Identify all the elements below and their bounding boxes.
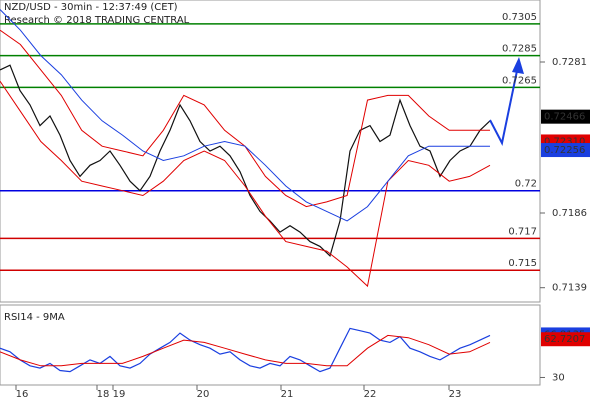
- chart-title: NZD/USD - 30min - 12:37:49 (CET): [4, 2, 178, 13]
- price-marker-label: 0.72310: [544, 136, 585, 147]
- x-tick-label: 23: [449, 389, 462, 400]
- series-line: [0, 9, 490, 222]
- x-tick-label: 19: [113, 389, 126, 400]
- y-tick-label: 0.7281: [552, 57, 587, 68]
- rsi-panel: [0, 304, 541, 386]
- level-label: 0.715: [508, 258, 537, 269]
- price-marker-label: 0.72256: [544, 145, 585, 156]
- rsi-title: RSI14 - 9MA: [4, 312, 65, 323]
- x-tick-label: 16: [16, 389, 29, 400]
- price-marker-label: 62.7207: [544, 334, 585, 345]
- x-tick-label: 18: [97, 389, 110, 400]
- series-line: [0, 80, 491, 288]
- level-label: 0.7265: [502, 75, 537, 86]
- level-label: 0.7305: [502, 12, 537, 23]
- x-tick-label: 21: [281, 389, 294, 400]
- price-marker: [541, 109, 590, 124]
- price-marker: [541, 143, 590, 158]
- level-label: 0.717: [508, 226, 537, 237]
- series-line: [0, 327, 491, 373]
- series-line: [0, 334, 491, 367]
- level-label: 0.72: [515, 179, 537, 190]
- y-tick-label: 30: [552, 372, 565, 383]
- price-marker: [541, 332, 590, 347]
- price-panel: [0, 0, 541, 303]
- chart-subtitle: Research © 2018 TRADING CENTRAL: [4, 15, 190, 26]
- y-tick-label: 0.7139: [552, 283, 587, 294]
- y-tick-label: 0.7186: [552, 208, 587, 219]
- x-tick-label: 20: [197, 389, 210, 400]
- series-line: [0, 64, 491, 258]
- level-label: 0.7285: [502, 44, 537, 55]
- forecast-arrow: [489, 65, 519, 146]
- forecast-arrowhead: [512, 57, 524, 74]
- price-marker-label: 0.72466: [544, 112, 585, 123]
- x-tick-label: 22: [364, 389, 377, 400]
